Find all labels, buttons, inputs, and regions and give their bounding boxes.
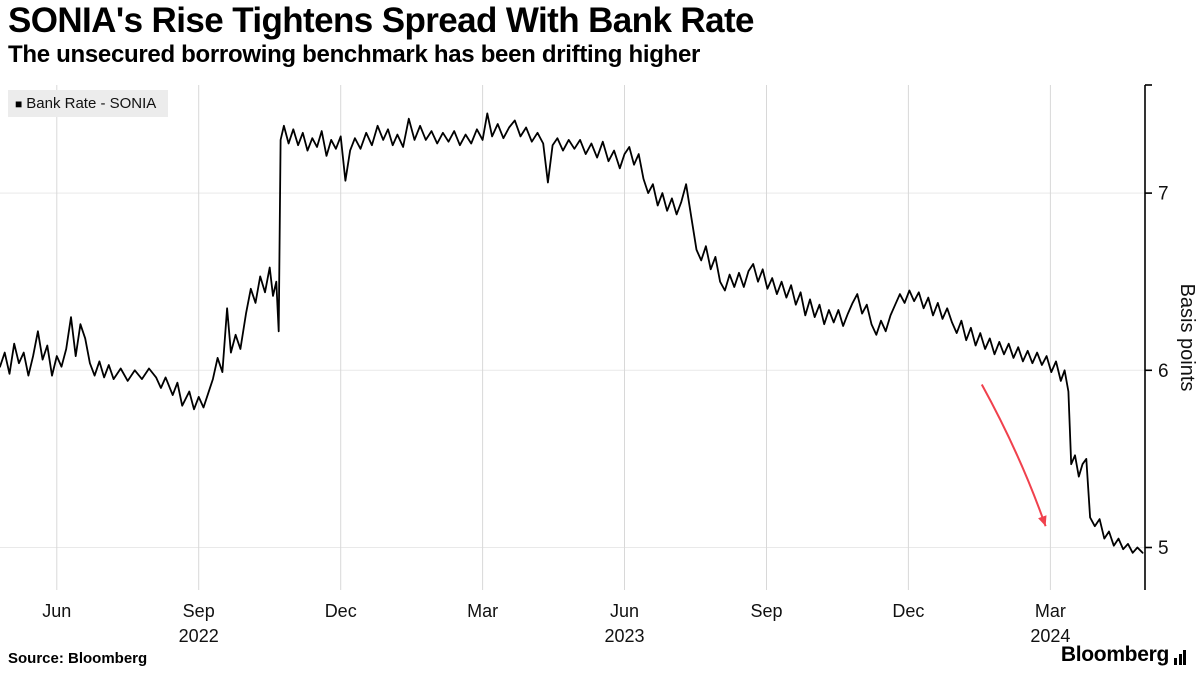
bloomberg-logo: Bloomberg [1061,643,1186,667]
legend: ■ Bank Rate - SONIA [8,90,169,117]
x-tick-label: Dec [325,601,357,621]
chart-header: SONIA's Rise Tightens Spread With Bank R… [8,1,755,68]
x-year-label: 2022 [179,626,219,646]
x-tick-label: Sep [183,601,215,621]
chart-subtitle: The unsecured borrowing benchmark has be… [8,40,701,68]
legend-swatch-icon: ■ [15,96,23,111]
legend-label: Bank Rate - SONIA [26,95,157,112]
trend-arrow [980,384,1047,527]
y-tick-label: 6 [1158,361,1169,382]
x-tick-label: Mar [1035,601,1066,621]
series-line [0,112,1144,554]
x-tick-label: Dec [892,601,924,621]
trend-arrowhead [1038,515,1047,527]
chart-title: SONIA's Rise Tightens Spread With Bank R… [8,1,755,40]
y-tick-label: 5 [1158,538,1169,559]
bloomberg-wordmark: Bloomberg [1060,643,1169,666]
spread-line-chart: 5 6 7 Basis points Jun Sep Dec Mar Jun Sep Dec Mar 2… [0,84,1198,646]
x-tick-label: Jun [610,601,639,621]
x-tick-label: Sep [750,601,782,621]
y-axis-title: Basis points [1176,284,1198,392]
y-tick-label: 7 [1158,184,1169,205]
x-tick-label: Jun [42,601,71,621]
x-tick-label: Mar [467,601,498,621]
bloomberg-bars-icon [1174,650,1186,665]
x-year-label: 2023 [604,626,644,646]
source-label: Source: Bloomberg [8,650,148,667]
x-year-label: 2024 [1030,626,1070,646]
